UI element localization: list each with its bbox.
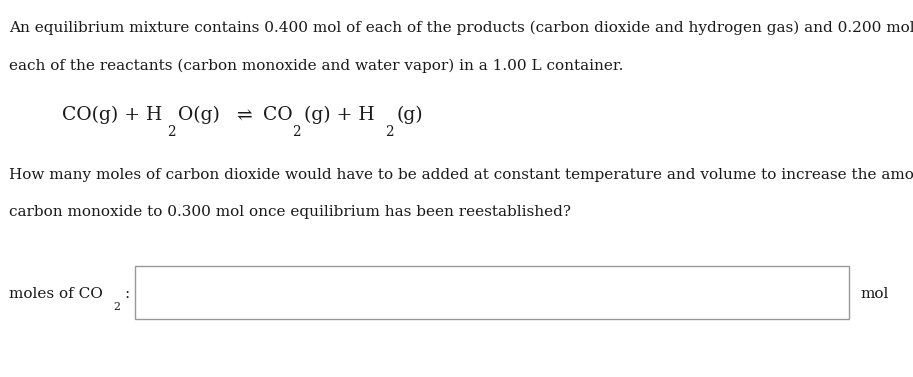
Text: ⇌: ⇌ [236, 106, 252, 124]
Text: 2: 2 [385, 125, 394, 139]
Text: each of the reactants (carbon monoxide and water vapor) in a 1.00 L container.: each of the reactants (carbon monoxide a… [9, 58, 624, 73]
Text: :: : [125, 287, 130, 301]
Text: An equilibrium mixture contains 0.400 mol of each of the products (carbon dioxid: An equilibrium mixture contains 0.400 mo… [9, 21, 913, 35]
Text: O(g): O(g) [178, 106, 226, 124]
Text: 2: 2 [167, 125, 175, 139]
Text: CO(g) + H: CO(g) + H [62, 106, 163, 124]
Text: (g) + H: (g) + H [304, 106, 374, 124]
Text: carbon monoxide to 0.300 mol once equilibrium has been reestablished?: carbon monoxide to 0.300 mol once equili… [9, 205, 572, 219]
Text: 2: 2 [113, 302, 121, 312]
Text: mol: mol [860, 287, 888, 301]
Text: How many moles of carbon dioxide would have to be added at constant temperature : How many moles of carbon dioxide would h… [9, 168, 913, 182]
Text: 2: 2 [292, 125, 301, 139]
Text: (g): (g) [397, 106, 424, 124]
FancyBboxPatch shape [135, 266, 849, 319]
Text: moles of CO: moles of CO [9, 287, 103, 301]
Text: CO: CO [257, 106, 293, 124]
